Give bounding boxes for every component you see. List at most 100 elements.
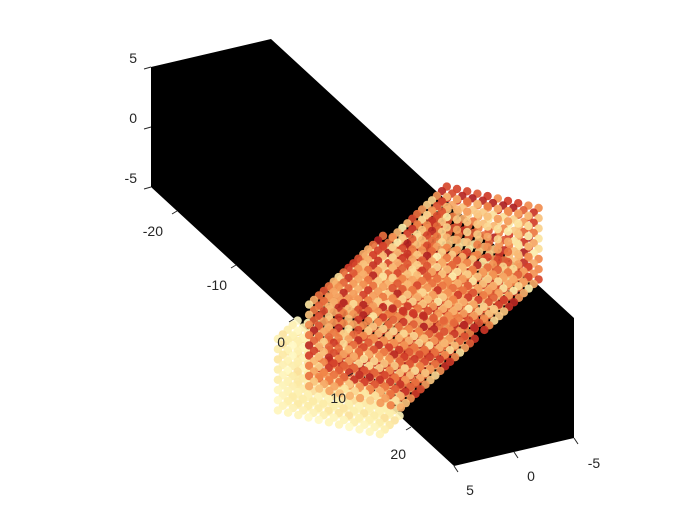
data-point [473, 230, 482, 239]
y-tick-minus10: -10 [207, 264, 237, 293]
y-tick-10: 10 [330, 372, 354, 406]
data-point [493, 245, 502, 254]
data-point [388, 263, 397, 272]
data-point [524, 211, 533, 220]
data-point [304, 331, 314, 340]
data-point [503, 217, 513, 226]
z-tick-minus5: -5 [125, 170, 152, 190]
data-point [375, 430, 385, 439]
data-point [463, 227, 472, 237]
data-point [483, 212, 492, 221]
data-point [304, 361, 314, 370]
data-point [524, 232, 533, 241]
y-axis: -20 -10 0 10 20 [143, 210, 412, 462]
y-tick-label: -20 [143, 223, 163, 239]
data-point [304, 413, 313, 422]
data-point [449, 318, 458, 327]
data-point [503, 206, 513, 216]
y-tick-label: -10 [207, 277, 227, 293]
data-point [463, 207, 472, 216]
data-point [514, 250, 523, 259]
z-tick-0: 0 [129, 110, 152, 130]
data-point [419, 311, 428, 320]
x-tick-label: -5 [588, 455, 601, 471]
data-point [388, 294, 397, 303]
x-tick-5: 5 [453, 465, 474, 498]
data-point [483, 232, 492, 242]
data-point [304, 371, 314, 381]
z-axis: 5 0 -5 [125, 50, 152, 190]
data-point [273, 334, 283, 344]
data-point [452, 225, 462, 234]
data-point [524, 221, 533, 231]
data-point [304, 300, 314, 309]
data-point [514, 239, 523, 249]
data-point [365, 427, 374, 436]
data-point [473, 199, 482, 209]
data-point [273, 365, 283, 374]
y-tick-0: 0 [277, 318, 295, 350]
data-point [388, 253, 397, 262]
y-tick-label: 10 [330, 390, 346, 406]
data-point [429, 313, 438, 323]
data-point [396, 403, 406, 412]
data-point [463, 197, 472, 206]
x-axis: 5 0 -5 [453, 437, 601, 498]
data-point [514, 229, 523, 238]
x-tick-minus5: -5 [573, 437, 601, 471]
data-point [514, 219, 523, 228]
data-point [524, 242, 533, 251]
data-point [452, 215, 462, 224]
data-point [503, 247, 513, 257]
data-point [314, 415, 323, 425]
data-point [483, 242, 492, 252]
data-point [483, 202, 492, 211]
data-point [524, 252, 533, 261]
data-point [388, 232, 397, 242]
data-point [324, 418, 334, 427]
y-tick-20: 20 [390, 426, 412, 462]
data-point [388, 283, 397, 293]
data-point [273, 406, 283, 415]
data-point [452, 205, 462, 214]
z-tick-5: 5 [129, 50, 152, 70]
data-point [473, 240, 482, 249]
data-point [493, 224, 502, 234]
data-point [514, 209, 523, 218]
x-tick-0: 0 [513, 451, 535, 484]
data-point [452, 195, 462, 204]
data-point [345, 391, 355, 400]
z-tick-label: 0 [129, 110, 137, 126]
data-point [376, 398, 385, 408]
data-point [388, 243, 397, 252]
data-point [459, 320, 469, 330]
x-tick-label: 5 [466, 482, 474, 498]
data-point [388, 273, 397, 283]
data-point [386, 401, 395, 410]
data-point [493, 214, 502, 224]
y-tick-minus20: -20 [143, 210, 178, 239]
data-point [493, 235, 502, 244]
data-point [452, 235, 462, 245]
data-point [366, 396, 375, 405]
data-point [315, 384, 324, 393]
data-point [304, 351, 314, 360]
data-point [304, 382, 314, 391]
data-point [273, 385, 283, 395]
data-point [304, 341, 314, 350]
z-tick-label: -5 [125, 170, 138, 186]
data-point [470, 323, 479, 332]
y-tick-label: 0 [277, 334, 285, 350]
data-point [480, 325, 489, 335]
data-point [283, 408, 293, 417]
data-point [304, 320, 314, 330]
data-point [493, 204, 502, 213]
data-point [273, 396, 283, 405]
data-point [473, 220, 482, 229]
data-point [398, 306, 407, 316]
data-point [355, 393, 365, 403]
data-point [408, 309, 418, 318]
data-point [463, 238, 472, 247]
data-point [463, 217, 472, 227]
